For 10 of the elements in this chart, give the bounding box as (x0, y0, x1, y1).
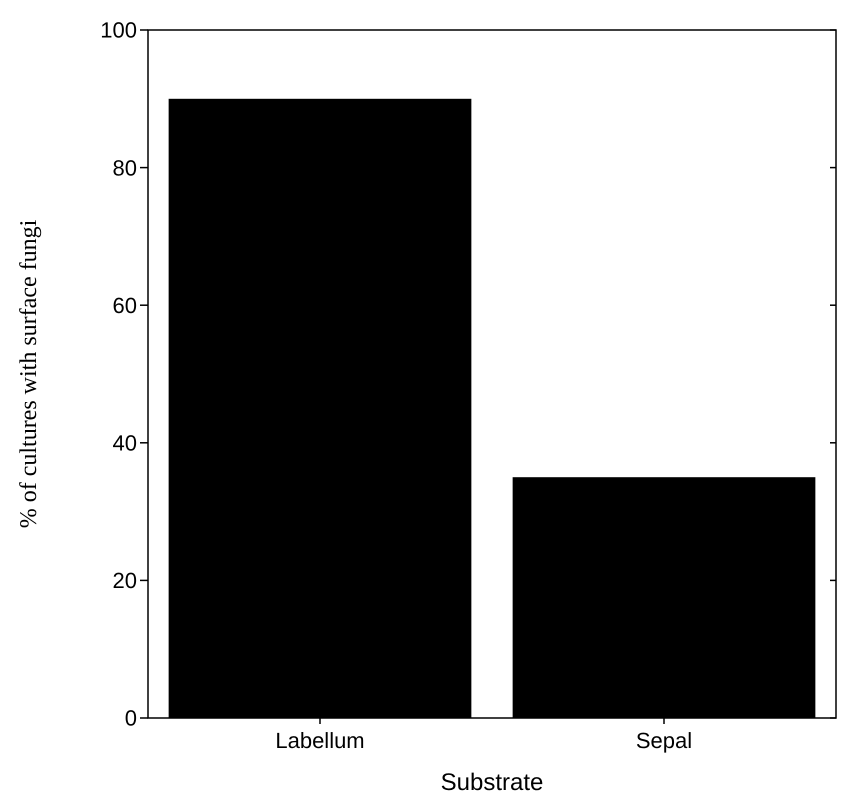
y-tick-label: 40 (112, 430, 137, 456)
y-tick-label: 60 (112, 292, 137, 318)
y-axis-title: % of cultures with surface fungi (16, 219, 42, 528)
y-tick-label: 0 (124, 706, 137, 731)
x-tick-label: Labellum (275, 728, 365, 753)
x-axis-title: Substrate (440, 769, 544, 796)
y-tick-label: 100 (100, 18, 137, 43)
x-tick-label: Sepal (636, 728, 692, 753)
y-tick-label: 20 (112, 568, 137, 594)
y-tick-label: 80 (112, 155, 137, 180)
